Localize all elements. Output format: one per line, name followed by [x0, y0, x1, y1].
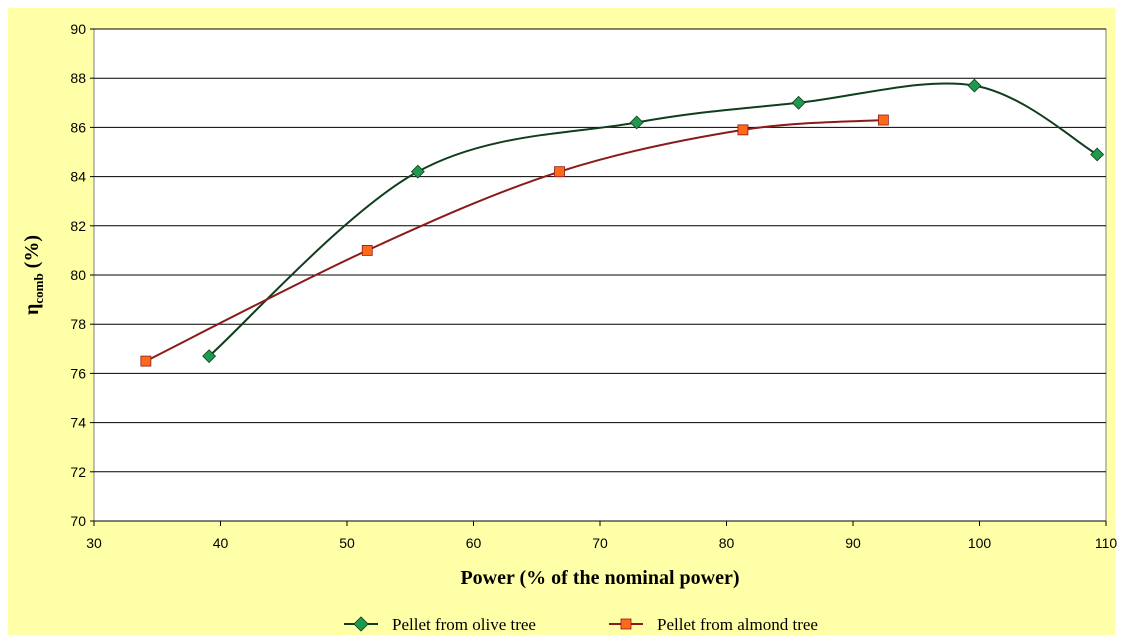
- y-axis-title: ηcomb (%): [21, 235, 46, 315]
- data-point: [967, 78, 982, 93]
- y-tick-label: 72: [70, 464, 86, 480]
- data-point: [202, 349, 217, 364]
- legend-label-almond: Pellet from almond tree: [657, 615, 818, 634]
- legend: Pellet from olive tree Pellet from almon…: [344, 615, 818, 634]
- y-tick-label: 84: [70, 169, 86, 185]
- data-point: [361, 244, 373, 256]
- legend-marker-olive: [353, 616, 369, 632]
- y-axis-title-sub: comb: [31, 273, 46, 303]
- x-tick-label: 40: [213, 535, 229, 551]
- x-tick-label: 50: [339, 535, 355, 551]
- y-tick-label: 70: [70, 513, 86, 529]
- data-point: [629, 115, 644, 130]
- gridlines: [90, 28, 1107, 526]
- y-tick-label: 82: [70, 218, 86, 234]
- x-tick-label: 60: [466, 535, 482, 551]
- data-point: [791, 95, 806, 110]
- y-tick-label: 76: [70, 365, 86, 381]
- y-axis-title-suffix: (%): [21, 235, 43, 273]
- legend-marker-almond: [620, 618, 632, 630]
- x-tick-label: 100: [968, 535, 992, 551]
- y-tick-label: 88: [70, 70, 86, 86]
- legend-label-olive: Pellet from olive tree: [392, 615, 536, 634]
- x-tick-label: 90: [845, 535, 861, 551]
- data-point: [1090, 147, 1105, 162]
- y-tick-label: 78: [70, 316, 86, 332]
- data-point: [140, 355, 152, 367]
- y-tick-label: 74: [70, 415, 86, 431]
- x-tick-labels: 30 40 50 60 70 80 90 100 110: [86, 535, 1117, 551]
- data-point: [737, 124, 749, 136]
- data-point: [410, 164, 425, 179]
- x-axis-title: Power (% of the nominal power): [460, 567, 739, 589]
- series-layer: [140, 78, 1105, 367]
- series-line: [145, 119, 884, 362]
- legend-item-almond: Pellet from almond tree: [609, 615, 818, 634]
- x-tick-label: 70: [592, 535, 608, 551]
- y-tick-label: 80: [70, 267, 86, 283]
- x-tick-label: 110: [1095, 535, 1118, 551]
- x-tick-label: 30: [86, 535, 102, 551]
- data-point: [877, 114, 889, 126]
- y-tick-labels: 70 72 74 76 78 80 82 84 86 88 90: [70, 21, 86, 529]
- series-almond: [140, 114, 889, 367]
- y-tick-label: 90: [70, 21, 86, 37]
- series-olive: [202, 78, 1105, 364]
- legend-item-olive: Pellet from olive tree: [344, 615, 536, 634]
- y-tick-label: 86: [70, 119, 86, 135]
- x-tick-label: 80: [719, 535, 735, 551]
- y-axis-title-main: η: [21, 304, 43, 315]
- data-point: [554, 166, 565, 178]
